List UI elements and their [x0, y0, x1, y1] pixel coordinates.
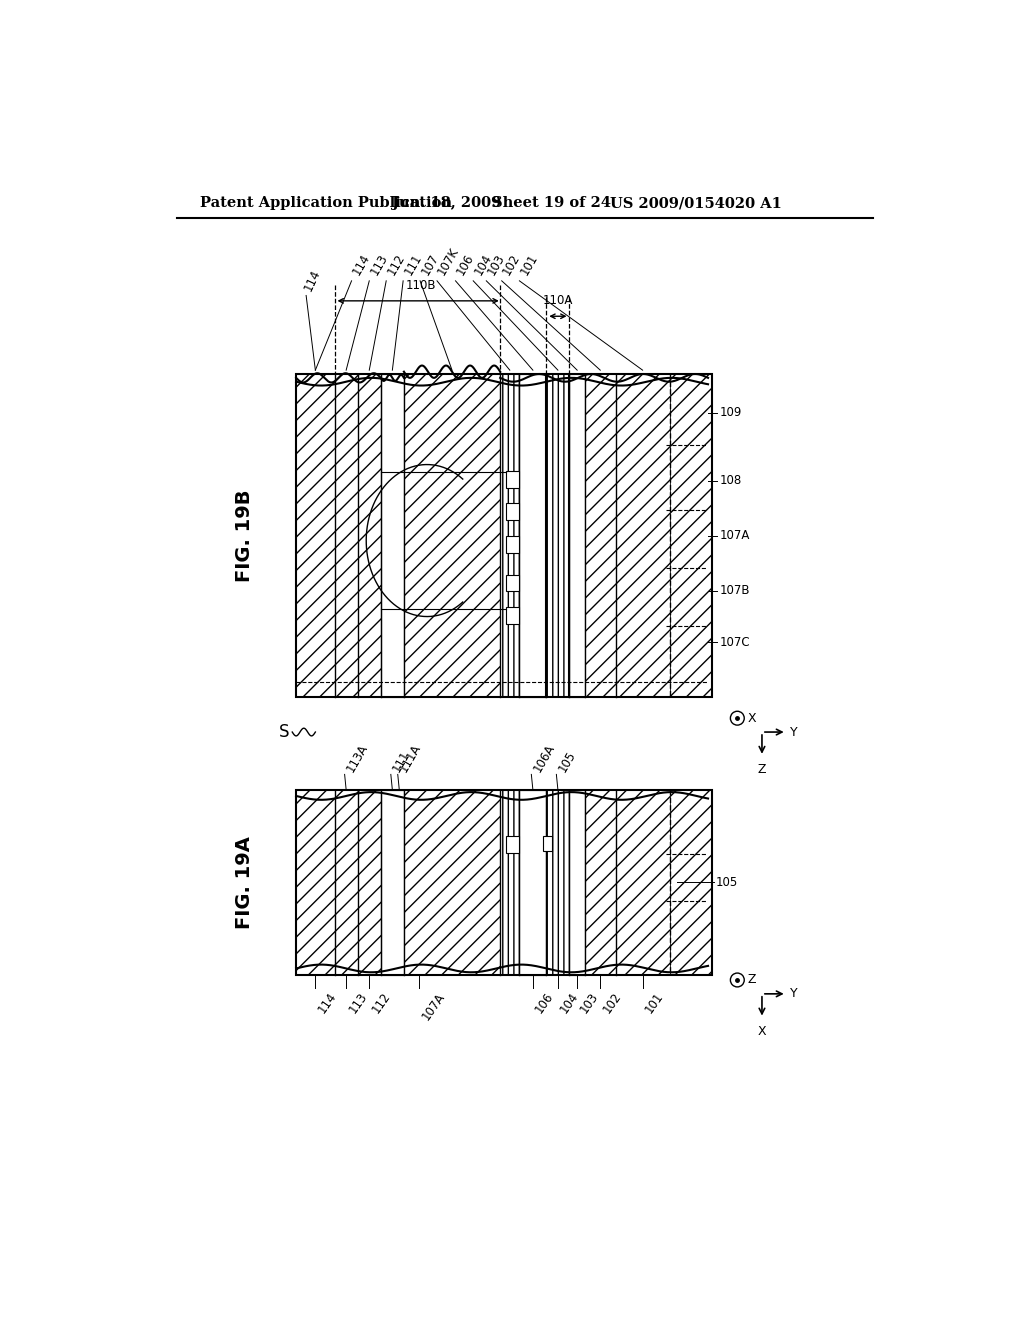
- Bar: [403, 789, 500, 974]
- Bar: [615, 374, 670, 697]
- Bar: [547, 374, 569, 697]
- Text: 106A: 106A: [530, 742, 557, 775]
- Bar: [569, 789, 585, 974]
- Bar: [506, 471, 519, 488]
- Bar: [506, 836, 519, 853]
- Bar: [296, 374, 335, 697]
- Text: 102: 102: [600, 990, 624, 1016]
- Bar: [547, 789, 569, 974]
- Bar: [335, 789, 357, 974]
- Bar: [670, 789, 712, 974]
- Bar: [500, 374, 519, 697]
- Text: 107A: 107A: [419, 990, 447, 1022]
- Bar: [381, 374, 403, 697]
- Bar: [381, 789, 403, 974]
- Bar: [506, 536, 519, 553]
- Text: Y: Y: [790, 987, 798, 1001]
- Text: 107A: 107A: [720, 529, 750, 543]
- Bar: [296, 789, 335, 974]
- Text: 107K: 107K: [435, 246, 462, 277]
- Bar: [670, 374, 712, 697]
- Text: FIG. 19A: FIG. 19A: [236, 836, 254, 929]
- Text: Patent Application Publication: Patent Application Publication: [200, 197, 452, 210]
- Text: 111: 111: [401, 252, 424, 277]
- Text: 114: 114: [315, 990, 339, 1016]
- Text: Sheet 19 of 24: Sheet 19 of 24: [493, 197, 611, 210]
- Text: 106: 106: [532, 990, 556, 1016]
- Text: 105: 105: [556, 748, 578, 775]
- Text: 110B: 110B: [406, 279, 436, 292]
- Bar: [506, 574, 519, 591]
- Bar: [519, 789, 547, 974]
- Text: 112: 112: [370, 990, 393, 1016]
- Bar: [543, 836, 552, 851]
- Text: 103: 103: [484, 252, 507, 277]
- Text: 109: 109: [720, 407, 742, 420]
- Text: 114: 114: [301, 267, 323, 293]
- Text: 106: 106: [454, 252, 476, 277]
- Text: 104: 104: [472, 252, 495, 277]
- Text: 107: 107: [419, 252, 441, 277]
- Bar: [569, 374, 585, 697]
- Bar: [335, 374, 357, 697]
- Bar: [519, 374, 547, 697]
- Text: 113: 113: [346, 990, 370, 1016]
- Bar: [585, 789, 615, 974]
- Text: 102: 102: [500, 252, 522, 277]
- Text: 110A: 110A: [543, 294, 573, 308]
- Bar: [500, 789, 519, 974]
- Bar: [357, 789, 381, 974]
- Bar: [403, 374, 500, 697]
- Text: 114: 114: [350, 252, 373, 277]
- Text: Jun. 18, 2009: Jun. 18, 2009: [392, 197, 502, 210]
- Text: FIG. 19B: FIG. 19B: [236, 490, 254, 582]
- Text: 113A: 113A: [344, 742, 371, 775]
- Text: 107B: 107B: [720, 585, 751, 597]
- Text: 101: 101: [643, 990, 666, 1016]
- Text: 111: 111: [390, 748, 413, 775]
- Bar: [296, 789, 712, 974]
- Text: 107C: 107C: [720, 636, 751, 649]
- Bar: [585, 374, 615, 697]
- Text: US 2009/0154020 A1: US 2009/0154020 A1: [610, 197, 782, 210]
- Text: 113: 113: [368, 252, 390, 277]
- Text: 104: 104: [558, 990, 582, 1016]
- Text: Z: Z: [748, 973, 756, 986]
- Text: S: S: [280, 723, 290, 741]
- Text: 101: 101: [518, 252, 541, 277]
- Text: X: X: [758, 1024, 766, 1038]
- Text: 112: 112: [385, 252, 408, 277]
- Text: 108: 108: [720, 474, 741, 487]
- Bar: [357, 374, 381, 697]
- Text: X: X: [748, 711, 756, 725]
- Bar: [506, 503, 519, 520]
- Text: Y: Y: [790, 726, 798, 739]
- Bar: [506, 607, 519, 624]
- Text: 103: 103: [578, 990, 600, 1015]
- Text: Z: Z: [758, 763, 766, 776]
- Text: 105: 105: [716, 875, 738, 888]
- Text: 111A: 111A: [397, 742, 424, 775]
- Bar: [296, 374, 712, 697]
- Bar: [615, 789, 670, 974]
